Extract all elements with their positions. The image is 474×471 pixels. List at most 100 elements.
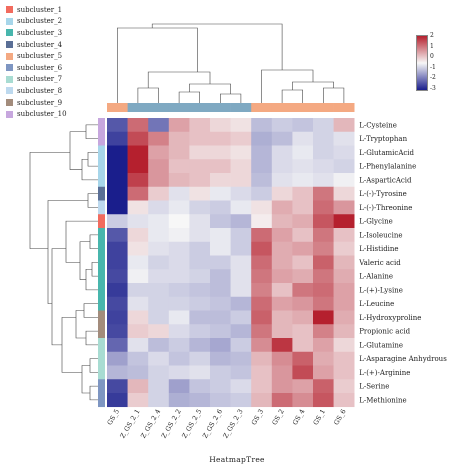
row-group-cell — [98, 393, 105, 408]
heatmap-cell — [271, 214, 293, 229]
heatmap-cell — [230, 269, 252, 284]
heatmap-cell — [107, 159, 128, 174]
heatmap-cell — [107, 241, 128, 256]
row-dendrogram-branch — [81, 365, 90, 394]
row-dendrogram-branch — [69, 131, 86, 170]
heatmap-cell — [107, 269, 128, 284]
heatmap-cell — [292, 241, 314, 256]
row-dendrogram-branch — [85, 124, 98, 139]
heatmap-cell — [189, 338, 211, 353]
subcluster-legend: subcluster_1 subcluster_2 subcluster_3 subc… — [6, 4, 67, 120]
heatmap-cell — [127, 269, 149, 284]
column-label: GS_1 — [312, 408, 327, 427]
heatmap-cell — [107, 145, 128, 160]
row-dendrogram-branch — [89, 234, 98, 249]
heatmap-cell — [107, 296, 128, 311]
heatmap-cell — [251, 351, 273, 366]
heatmap-cell — [148, 338, 170, 353]
heatmap-cell — [271, 255, 293, 270]
heatmap-cell — [148, 200, 170, 215]
heatmap-cell — [271, 131, 293, 146]
heatmap-cell — [148, 269, 170, 284]
legend-item: subcluster_7 — [6, 74, 67, 86]
legend-item: subcluster_8 — [6, 85, 67, 97]
heatmap-cell — [313, 131, 334, 146]
heatmap-cell — [333, 145, 355, 160]
legend-label: subcluster_9 — [17, 98, 63, 107]
heatmap-cell — [127, 324, 149, 339]
row-label: L-Methionine — [359, 396, 407, 404]
heatmap-cell — [127, 365, 149, 380]
heatmap-cell — [210, 379, 231, 394]
legend-swatch — [6, 64, 13, 72]
row-group-cell — [98, 186, 105, 201]
heatmap-cell — [271, 118, 293, 133]
heatmap-cell — [230, 379, 252, 394]
heatmap-cell — [127, 296, 149, 311]
heatmap-cell — [210, 338, 231, 353]
column-label: Z_GS_2_2 — [160, 408, 183, 440]
row-label: L-Isoleucine — [359, 231, 402, 239]
heatmap-cell — [127, 186, 149, 201]
row-dendrogram-branch — [79, 241, 90, 280]
heatmap-cell — [251, 269, 273, 284]
heatmap-cell — [251, 255, 273, 270]
heatmap-cell — [107, 255, 128, 270]
legend-swatch — [6, 41, 13, 49]
heatmap-cell — [127, 310, 149, 325]
heatmap-cell — [168, 255, 190, 270]
heatmap-cell — [251, 173, 273, 188]
column-group-cell — [127, 103, 149, 112]
heatmap-cell — [210, 145, 231, 160]
heatmap-cell — [168, 159, 190, 174]
heatmap-cell — [292, 379, 314, 394]
heatmap-cell — [251, 186, 273, 201]
heatmap-cell — [333, 241, 355, 256]
heatmap-cell — [210, 255, 231, 270]
heatmap-cell — [292, 186, 314, 201]
heatmap-cell — [168, 379, 190, 394]
column-dendrogram-branch — [261, 69, 314, 103]
column-group-cell — [189, 103, 211, 112]
heatmap-cell — [189, 283, 211, 298]
heatmap-cell — [333, 365, 355, 380]
row-group-cell — [98, 283, 105, 298]
column-label: Z_GS_2_3 — [222, 408, 245, 440]
heatmap-cell — [313, 338, 334, 353]
row-label: L-Glutamine — [359, 341, 403, 349]
heatmap-cell — [107, 173, 128, 188]
heatmap-cell — [148, 393, 170, 408]
heatmap-cell — [271, 365, 293, 380]
heatmap-cell — [251, 131, 273, 146]
heatmap-cell — [210, 159, 231, 174]
heatmap-cell — [210, 118, 231, 133]
heatmap-cell — [127, 379, 149, 394]
heatmap-cell — [210, 310, 231, 325]
heatmap-cell — [168, 214, 190, 229]
column-dendrogram-branch — [281, 89, 303, 103]
legend-swatch — [6, 17, 13, 25]
column-dendrogram-branch — [178, 91, 200, 103]
row-label: Propionic acid — [359, 328, 410, 336]
heatmap-cell — [230, 118, 252, 133]
column-label: GS_4 — [291, 408, 306, 427]
row-group-cell — [98, 173, 105, 188]
heatmap-cell — [271, 338, 293, 353]
heatmap-cell — [189, 241, 211, 256]
legend-item: subcluster_1 — [6, 4, 67, 16]
heatmap-cell — [189, 324, 211, 339]
heatmap-cell — [189, 310, 211, 325]
heatmap-cell — [210, 365, 231, 380]
heatmap-cell — [271, 351, 293, 366]
heatmap-cell — [127, 283, 149, 298]
row-dendrogram — [29, 124, 98, 401]
heatmap-cell — [148, 131, 170, 146]
row-dendrogram-branch — [83, 303, 98, 318]
column-label: Z_GS_2_4 — [139, 408, 162, 440]
heatmap-cell — [168, 131, 190, 146]
heatmap-cell — [251, 145, 273, 160]
heatmap-cell — [230, 393, 252, 408]
legend-label: subcluster_7 — [17, 75, 63, 84]
heatmap-cell — [313, 214, 334, 229]
column-dendrogram-branch — [137, 87, 159, 103]
